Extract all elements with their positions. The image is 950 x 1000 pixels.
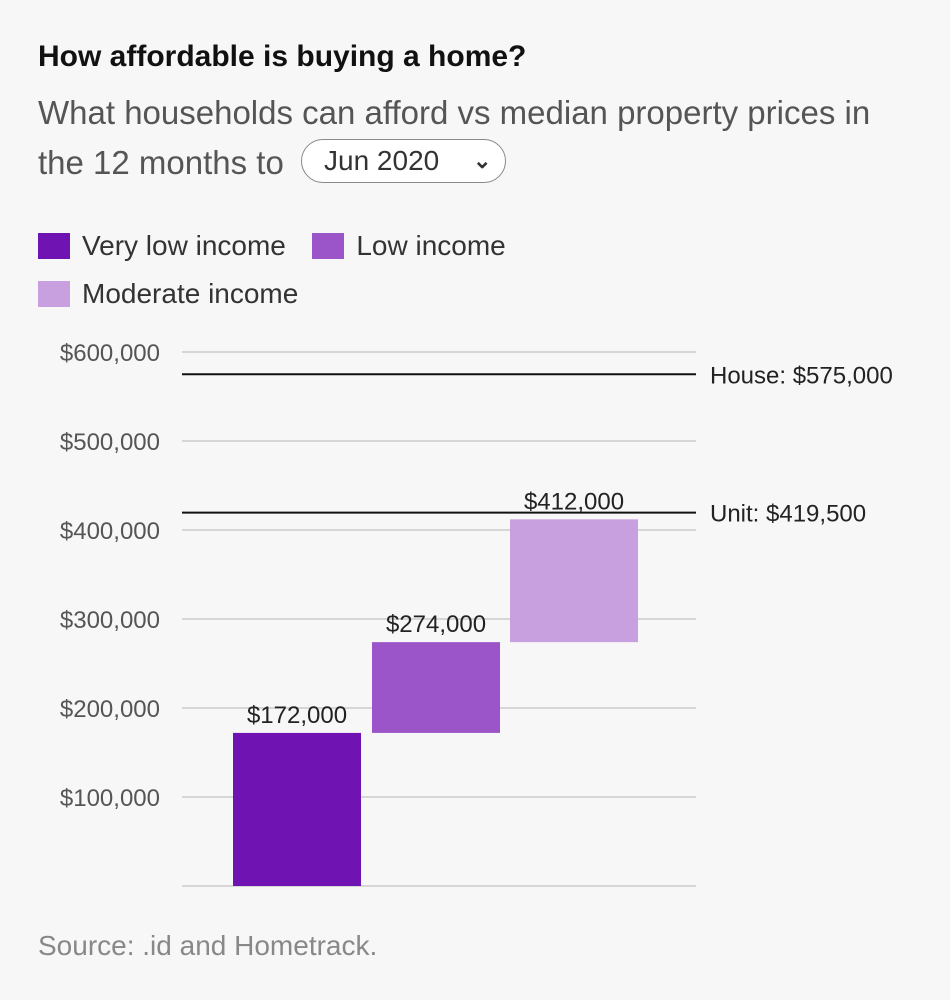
legend-item-very-low-income: Very low income	[38, 222, 286, 270]
y-tick-label: $300,000	[60, 607, 160, 634]
period-select[interactable]: Jun 2020 ⌄	[301, 139, 507, 184]
legend-item-low-income: Low income	[312, 222, 506, 270]
legend-label: Very low income	[82, 230, 286, 261]
y-tick-label: $100,000	[60, 785, 160, 812]
legend-label: Moderate income	[82, 278, 299, 309]
y-tick-label: $500,000	[60, 429, 160, 456]
legend-swatch	[38, 233, 70, 259]
bar	[510, 519, 638, 643]
legend: Very low income Low income Moderate inco…	[38, 222, 638, 318]
legend-swatch	[312, 233, 345, 259]
source-note: Source: .id and Hometrack.	[38, 930, 378, 961]
bar-value-label: $172,000	[247, 702, 347, 729]
reference-line-label: House: $575,000	[710, 362, 893, 389]
bar	[233, 732, 361, 886]
y-tick-label: $400,000	[60, 518, 160, 545]
y-tick-label: $200,000	[60, 696, 160, 723]
chart-subtitle: What households can afford vs median pro…	[38, 88, 898, 188]
period-select-value: Jun 2020	[324, 145, 440, 177]
bar-value-label: $412,000	[524, 488, 624, 515]
reference-line-label: Unit: $419,500	[710, 501, 866, 528]
legend-item-moderate-income: Moderate income	[38, 270, 616, 318]
legend-label: Low income	[356, 230, 506, 261]
affordability-chart: $600,000 $500,000 $400,000 $300,000 $200,000…	[60, 340, 893, 887]
bar-value-label: $274,000	[386, 611, 486, 638]
bar	[372, 642, 500, 733]
legend-swatch	[38, 281, 70, 307]
subtitle-text: What households can afford vs median pro…	[38, 94, 871, 181]
y-tick-label: $600,000	[60, 340, 160, 367]
chart-title: How affordable is buying a home?	[38, 40, 527, 73]
chevron-down-icon: ⌄	[473, 148, 492, 174]
